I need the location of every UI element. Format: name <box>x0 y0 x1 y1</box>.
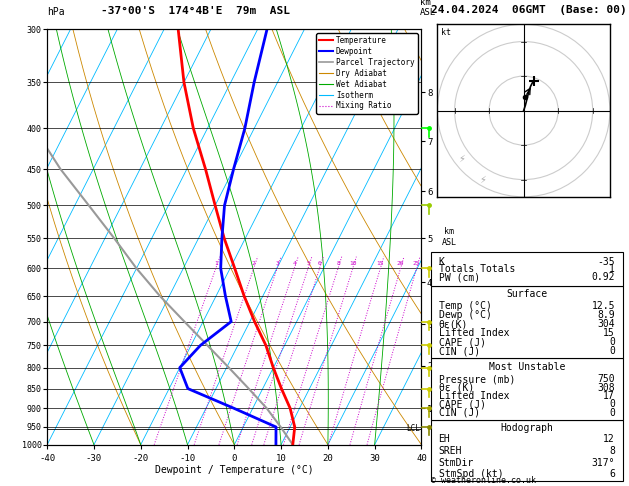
Text: CAPE (J): CAPE (J) <box>438 337 486 347</box>
Y-axis label: km
ASL: km ASL <box>442 227 457 246</box>
Text: EH: EH <box>438 434 450 444</box>
Text: Temp (°C): Temp (°C) <box>438 301 491 312</box>
Text: 8: 8 <box>336 261 340 266</box>
Text: CIN (J): CIN (J) <box>438 408 480 417</box>
Text: 2: 2 <box>252 261 255 266</box>
Text: -35: -35 <box>598 257 615 267</box>
Text: 25: 25 <box>413 261 420 266</box>
Text: 5: 5 <box>306 261 310 266</box>
Text: 4: 4 <box>292 261 296 266</box>
Text: 1: 1 <box>609 264 615 275</box>
Text: θε (K): θε (K) <box>438 382 474 393</box>
Text: Lifted Index: Lifted Index <box>438 391 509 401</box>
Text: -37°00'S  174°4B'E  79m  ASL: -37°00'S 174°4B'E 79m ASL <box>101 5 289 16</box>
Text: 12: 12 <box>603 434 615 444</box>
Text: 317°: 317° <box>591 457 615 468</box>
Text: 10: 10 <box>349 261 357 266</box>
Bar <box>431 286 623 358</box>
Text: 0: 0 <box>609 399 615 409</box>
Text: 8: 8 <box>609 446 615 456</box>
Text: Pressure (mb): Pressure (mb) <box>438 374 515 384</box>
Text: SREH: SREH <box>438 446 462 456</box>
Text: 750: 750 <box>598 374 615 384</box>
Text: 0: 0 <box>609 346 615 356</box>
Text: kt: kt <box>441 28 451 37</box>
Text: ⚡: ⚡ <box>479 174 486 185</box>
Text: Totals Totals: Totals Totals <box>438 264 515 275</box>
Text: Dewp (°C): Dewp (°C) <box>438 311 491 320</box>
Text: 0: 0 <box>609 408 615 417</box>
Text: 304: 304 <box>598 319 615 330</box>
Text: 24.04.2024  06GMT  (Base: 00): 24.04.2024 06GMT (Base: 00) <box>431 4 626 15</box>
Text: 8.9: 8.9 <box>598 311 615 320</box>
Text: 6: 6 <box>609 469 615 479</box>
Text: ⚡: ⚡ <box>458 154 465 164</box>
Text: 3: 3 <box>276 261 279 266</box>
Text: hPa: hPa <box>47 7 65 17</box>
Text: StmSpd (kt): StmSpd (kt) <box>438 469 503 479</box>
Text: Mixing Ratio (g/kg): Mixing Ratio (g/kg) <box>445 252 454 347</box>
Text: 0: 0 <box>609 337 615 347</box>
Bar <box>431 252 623 286</box>
Text: Surface: Surface <box>506 289 547 299</box>
Text: Hodograph: Hodograph <box>500 423 554 433</box>
Text: Most Unstable: Most Unstable <box>489 362 565 372</box>
Text: StmDir: StmDir <box>438 457 474 468</box>
Text: 17: 17 <box>603 391 615 401</box>
Text: K: K <box>438 257 445 267</box>
Text: θε(K): θε(K) <box>438 319 468 330</box>
Text: 15: 15 <box>377 261 384 266</box>
Bar <box>431 420 623 481</box>
Text: © weatheronline.co.uk: © weatheronline.co.uk <box>431 476 536 485</box>
Text: CAPE (J): CAPE (J) <box>438 399 486 409</box>
Text: 20: 20 <box>397 261 404 266</box>
X-axis label: Dewpoint / Temperature (°C): Dewpoint / Temperature (°C) <box>155 466 314 475</box>
Text: km
ASL: km ASL <box>420 0 437 17</box>
Text: PW (cm): PW (cm) <box>438 272 480 282</box>
Legend: Temperature, Dewpoint, Parcel Trajectory, Dry Adiabat, Wet Adiabat, Isotherm, Mi: Temperature, Dewpoint, Parcel Trajectory… <box>316 33 418 114</box>
Text: 15: 15 <box>603 329 615 338</box>
Text: 6: 6 <box>318 261 321 266</box>
Text: LCL: LCL <box>406 424 421 434</box>
Text: 308: 308 <box>598 382 615 393</box>
Text: 1: 1 <box>214 261 218 266</box>
Text: CIN (J): CIN (J) <box>438 346 480 356</box>
Text: Lifted Index: Lifted Index <box>438 329 509 338</box>
Bar <box>431 358 623 420</box>
Text: 12.5: 12.5 <box>591 301 615 312</box>
Text: 0.92: 0.92 <box>591 272 615 282</box>
